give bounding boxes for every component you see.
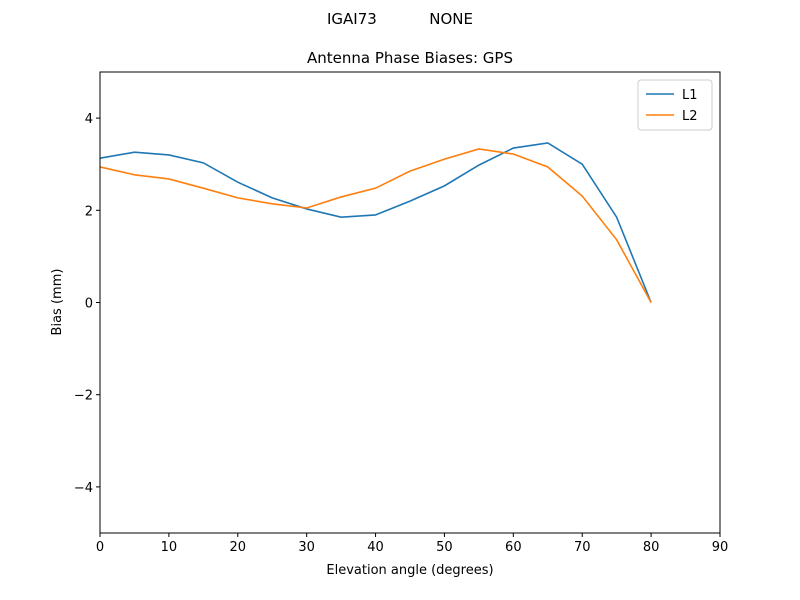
x-tick-label: 50 xyxy=(436,540,453,555)
y-tick-label: −2 xyxy=(74,389,93,404)
y-axis-label: Bias (mm) xyxy=(50,269,65,336)
plot-frame xyxy=(99,71,721,534)
legend-label: L1 xyxy=(682,88,698,103)
x-tick-label: 60 xyxy=(505,540,522,555)
x-tick-label: 10 xyxy=(161,540,178,555)
series-line xyxy=(99,148,652,303)
legend-label: L2 xyxy=(682,109,698,124)
legend-box xyxy=(637,79,713,131)
x-axis-label: Elevation angle (degrees) xyxy=(326,563,493,578)
x-tick-label: 30 xyxy=(298,540,315,555)
x-tick-label: 90 xyxy=(712,540,729,555)
x-tick-label: 70 xyxy=(574,540,591,555)
y-tick-label: 0 xyxy=(85,297,93,312)
x-tick-label: 40 xyxy=(367,540,384,555)
y-tick-label: 4 xyxy=(85,112,93,127)
chart-title: Antenna Phase Biases: GPS xyxy=(307,49,513,67)
y-tick-label: 2 xyxy=(85,204,93,219)
x-tick-label: 20 xyxy=(230,540,247,555)
x-tick-label: 80 xyxy=(643,540,660,555)
suptitle: IGAI73 NONE xyxy=(327,10,473,28)
x-tick-label: 0 xyxy=(96,540,104,555)
series-line xyxy=(99,142,652,303)
y-tick-label: −4 xyxy=(74,481,93,496)
